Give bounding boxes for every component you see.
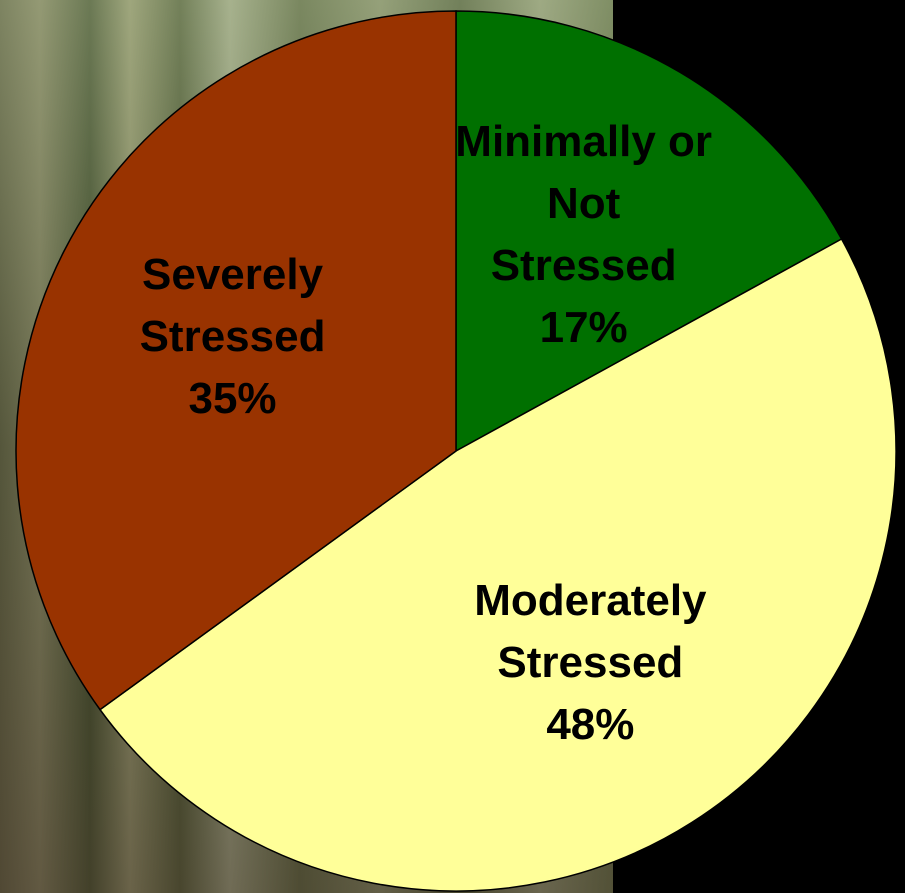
slice-label: Severely Stressed 35%	[98, 244, 368, 430]
category-label: Moderately Stressed	[474, 575, 707, 687]
slice-label: Minimally or Not Stressed 17%	[449, 111, 719, 359]
pie-slice	[98, 238, 897, 892]
pie-slice	[455, 10, 843, 453]
value-label: 17%	[539, 303, 628, 353]
value-label: 48%	[546, 699, 635, 749]
pie-slice	[15, 10, 457, 711]
slice-label: Moderately Stressed 48%	[455, 570, 725, 756]
category-label: Minimally or Not Stressed	[455, 117, 713, 291]
value-label: 35%	[188, 374, 277, 424]
category-label: Severely Stressed	[139, 250, 326, 362]
